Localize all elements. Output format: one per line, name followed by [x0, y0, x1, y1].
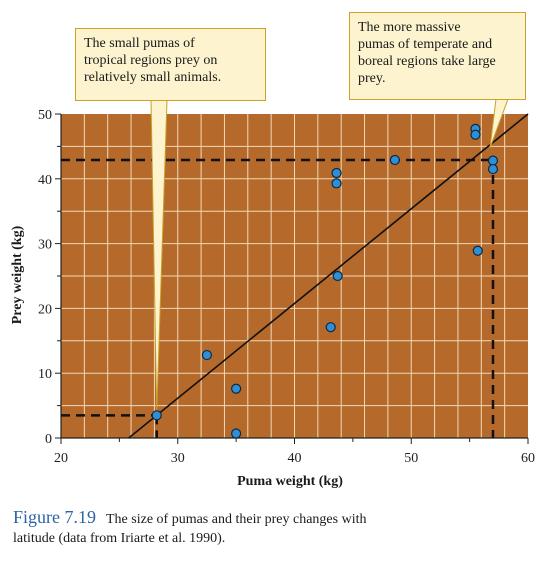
y-tick-label: 0 — [45, 432, 52, 447]
callout-line: pumas of temperate and — [358, 37, 493, 52]
x-tick-label: 50 — [404, 451, 418, 466]
y-tick-label: 30 — [38, 238, 52, 253]
callout-line: The small pumas of — [84, 36, 195, 51]
data-point — [487, 163, 499, 175]
data-point — [331, 167, 342, 179]
y-tick-label: 40 — [38, 173, 52, 188]
x-tick-label: 20 — [54, 451, 68, 466]
x-tick-label: 60 — [521, 451, 535, 466]
x-tick-label: 40 — [288, 451, 302, 466]
data-point — [472, 245, 483, 256]
data-point — [325, 322, 336, 333]
data-point — [389, 154, 401, 166]
y-tick-label: 50 — [38, 108, 52, 123]
y-axis-label: Prey weight (kg) — [10, 225, 25, 325]
small-pumas-callout: The small pumas of tropical regions prey… — [75, 28, 266, 101]
data-point — [470, 129, 481, 140]
data-point — [487, 155, 499, 166]
plot-area: 20 30 40 50 60 0 10 20 30 40 50 — [38, 98, 535, 466]
callout-line: relatively small animals. — [84, 70, 222, 85]
callout-line: prey. — [358, 71, 386, 86]
massive-pumas-callout: The more massive pumas of temperate and … — [349, 12, 526, 100]
callout-line: The more massive — [358, 20, 461, 35]
callout-line: tropical regions prey on — [84, 53, 218, 68]
caption-text-1: The size of pumas and their prey changes… — [106, 512, 367, 527]
data-point — [151, 410, 162, 421]
y-tick-label: 10 — [38, 367, 52, 382]
x-tick-label: 30 — [171, 451, 185, 466]
y-tick-label: 20 — [38, 302, 52, 317]
figure-label: Figure 7.19 — [13, 507, 96, 527]
caption-text-2: latitude (data from Iriarte et al. 1990)… — [13, 531, 226, 546]
callout-line: boreal regions take large — [358, 54, 496, 69]
figure-caption: Figure 7.19 The size of pumas and their p… — [13, 508, 553, 548]
x-axis-label: Puma weight (kg) — [237, 474, 343, 489]
data-point — [331, 178, 342, 189]
data-point — [231, 428, 242, 439]
data-point — [332, 270, 343, 282]
data-point — [201, 349, 213, 361]
data-point — [231, 383, 242, 394]
trend-line — [128, 113, 529, 439]
